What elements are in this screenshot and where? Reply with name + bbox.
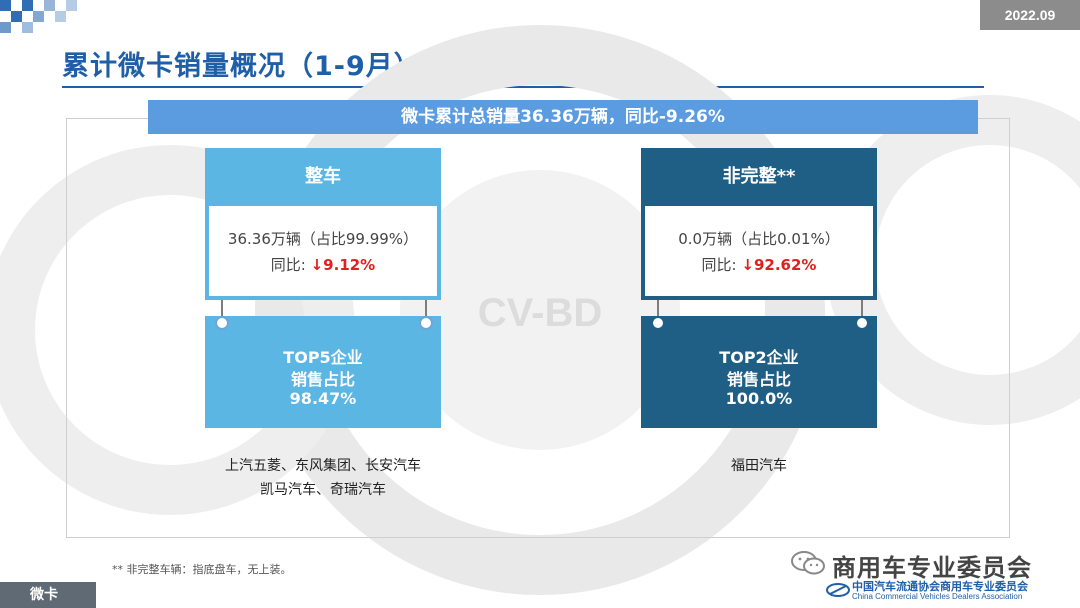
peg-right [855,316,869,330]
column-body: 0.0万辆（占比0.01%） 同比: ↓92.62% [645,206,873,298]
yoy-label: 同比: [270,256,306,274]
brand-name: 商用车专业委员会 [832,554,1032,582]
association-logo-icon [826,583,850,597]
wechat-icon [791,551,825,575]
column-bottom-border [641,296,877,300]
peg-left [215,316,229,330]
connector-right [425,300,427,318]
yoy-label: 同比: [701,256,737,274]
column-border-left [641,206,645,298]
volume-share-text: 36.36万辆（占比99.99%） [227,230,419,248]
yoy-value: ↓92.62% [741,256,817,274]
column-border-left [205,206,209,298]
companies-line-1: 福田汽车 [731,458,787,474]
share-value: 98.47% [289,389,357,408]
summary-bar: 微卡累计总销量36.36万辆，同比-9.26% [148,100,978,134]
companies-list: 上汽五菱、东风集团、长安汽车 凯马汽车、奇瑞汽车 [165,454,481,502]
share-label: 销售占比 [290,370,355,389]
companies-list: 福田汽车 [601,454,917,478]
share-label: 销售占比 [726,370,791,389]
column-border-right [437,206,441,298]
companies-line-1: 上汽五菱、东风集团、长安汽车 [225,458,421,474]
corner-checker-pattern [0,0,90,36]
association-name-cn: 中国汽车流通协会商用车专业委员会 [852,580,1028,593]
column-body: 36.36万辆（占比99.99%） 同比: ↓9.12% [209,206,437,298]
top-companies-card: TOP5企业 销售占比 98.47% [205,316,441,428]
date-tag: 2022.09 [980,0,1080,30]
companies-line-2: 凯马汽车、奇瑞汽车 [260,482,386,498]
connector-left [221,300,223,318]
column-bottom-border [205,296,441,300]
peg-right [419,316,433,330]
yoy-value: ↓9.12% [310,256,376,274]
share-value: 100.0% [725,389,793,408]
connector-right [861,300,863,318]
connector-left [657,300,659,318]
column-header: 整车 [205,148,441,206]
top-companies-card: TOP2企业 销售占比 100.0% [641,316,877,428]
yoy-text: 同比: ↓92.62% [645,254,873,275]
top-label: TOP2企业 [719,348,799,367]
yoy-text: 同比: ↓9.12% [209,254,437,275]
column-border-right [873,206,877,298]
association-name-en: China Commercial Vehicles Dealers Associ… [852,592,1023,601]
page-title: 累计微卡销量概况（1-9月） [62,51,422,82]
footnote: ** 非完整车辆：指底盘车，无上装。 [112,563,292,576]
column-header: 非完整** [641,148,877,206]
section-tag: 微卡 [0,582,96,608]
top-label: TOP5企业 [283,348,363,367]
title-divider [62,86,984,88]
peg-left [651,316,665,330]
volume-share-text: 0.0万辆（占比0.01%） [678,230,840,248]
brand-signature: 商用车专业委员会 中国汽车流通协会商用车专业委员会 China Commerci… [790,548,1080,608]
